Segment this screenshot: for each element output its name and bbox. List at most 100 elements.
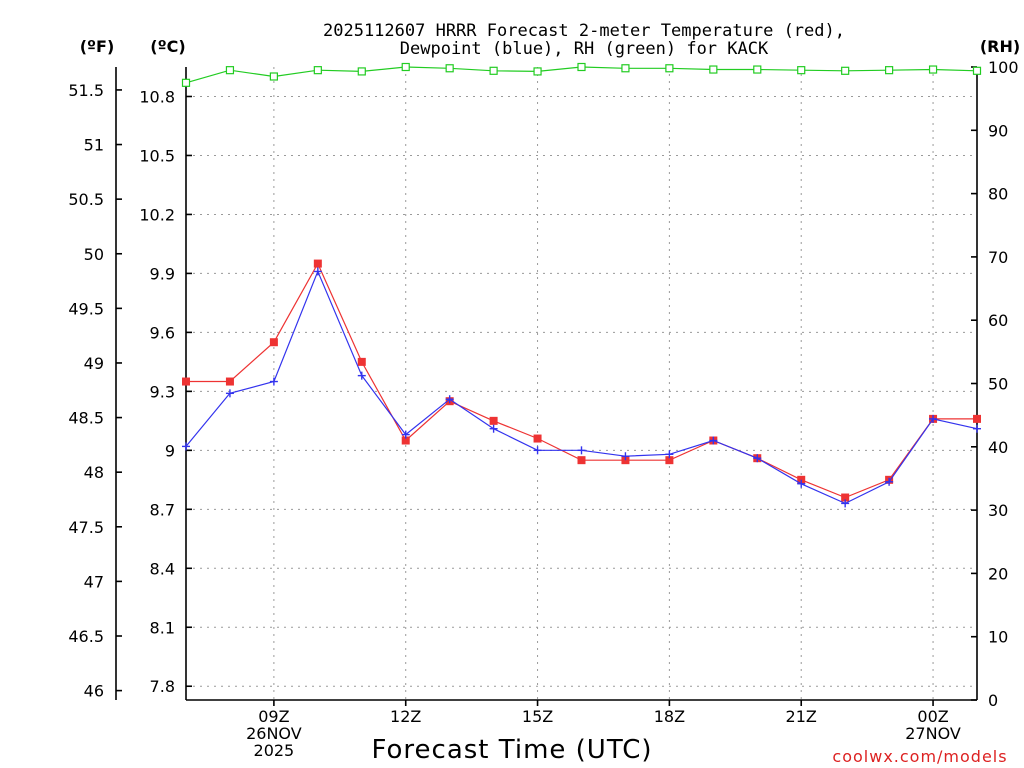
rh-point bbox=[665, 64, 674, 73]
fahrenheit-tick-label: 50.5 bbox=[68, 190, 104, 209]
fahrenheit-tick-label: 48.5 bbox=[68, 409, 104, 428]
rh-point bbox=[621, 64, 630, 73]
rh-point bbox=[797, 66, 806, 75]
rh-point bbox=[885, 66, 894, 75]
dewpoint-point bbox=[401, 430, 410, 439]
dewpoint-point bbox=[665, 450, 674, 459]
chart-title-line2: Dewpoint (blue), RH (green) for KACK bbox=[400, 39, 769, 59]
rh-tick-label: 30 bbox=[988, 501, 1008, 520]
rh-tick-label: 80 bbox=[988, 185, 1008, 204]
rh-point bbox=[972, 66, 982, 75]
fahrenheit-tick-label: 51.5 bbox=[68, 81, 104, 100]
celsius-tick-label: 10.8 bbox=[139, 87, 175, 106]
credit-link[interactable]: coolwx.com/models bbox=[832, 747, 1007, 766]
rh-point bbox=[841, 66, 850, 75]
temperature-point bbox=[489, 416, 498, 425]
grid bbox=[186, 67, 977, 700]
series bbox=[181, 62, 982, 508]
temperature-point bbox=[225, 377, 234, 386]
rh-point bbox=[181, 78, 191, 87]
rh-unit-label: (RH) bbox=[980, 37, 1020, 56]
fahrenheit-tick-label: 47.5 bbox=[68, 518, 104, 537]
dewpoint-point bbox=[621, 452, 630, 461]
rh-tick-label: 90 bbox=[988, 121, 1008, 140]
fahrenheit-tick-label: 46.5 bbox=[68, 627, 104, 646]
x-tick-label: 00Z bbox=[917, 707, 948, 726]
dewpoint-point bbox=[313, 267, 322, 276]
fahrenheit-tick-label: 46 bbox=[84, 682, 104, 701]
celsius-tick-label: 7.8 bbox=[150, 677, 175, 696]
dewpoint-point bbox=[753, 454, 762, 463]
fahrenheit-unit-label: (ºF) bbox=[80, 37, 115, 56]
dewpoint-point bbox=[225, 389, 234, 398]
temperature-point bbox=[533, 434, 542, 443]
rh-tick-label: 60 bbox=[988, 311, 1008, 330]
rh-point bbox=[445, 64, 454, 73]
temperature-point bbox=[269, 338, 278, 347]
fahrenheit-tick-label: 49 bbox=[84, 354, 104, 373]
temperature-point bbox=[313, 259, 322, 268]
rh-point bbox=[489, 66, 498, 75]
temperature-point bbox=[577, 456, 586, 465]
temperature-point bbox=[357, 357, 366, 366]
x-tick-label: 27NOV bbox=[905, 724, 961, 743]
temperature-point bbox=[665, 456, 674, 465]
rh-point bbox=[753, 65, 762, 74]
fahrenheit-tick-label: 49.5 bbox=[68, 299, 104, 318]
rh-point bbox=[709, 65, 718, 74]
rh-point bbox=[401, 62, 410, 72]
dewpoint-point bbox=[885, 477, 894, 486]
celsius-tick-label: 9 bbox=[165, 441, 175, 460]
celsius-tick-label: 8.1 bbox=[150, 618, 175, 637]
dewpoint-point bbox=[182, 442, 190, 451]
celsius-tick-label: 9.9 bbox=[150, 264, 175, 283]
temperature-point bbox=[401, 436, 410, 445]
x-tick-label: 2025 bbox=[254, 741, 295, 760]
dewpoint-point bbox=[841, 499, 850, 508]
dewpoint-line bbox=[185, 269, 978, 505]
celsius-unit-label: (ºC) bbox=[150, 37, 185, 56]
chart-title-line1: 2025112607 HRRR Forecast 2-meter Tempera… bbox=[323, 21, 845, 41]
x-tick-label: 26NOV bbox=[246, 724, 302, 743]
dewpoint-point bbox=[797, 479, 806, 488]
dewpoint-point bbox=[973, 424, 981, 433]
dewpoint-point bbox=[577, 446, 586, 455]
temperature-point bbox=[973, 414, 981, 423]
celsius-tick-label: 8.4 bbox=[150, 559, 175, 578]
dewpoint-point bbox=[445, 395, 454, 404]
rh-point bbox=[269, 72, 278, 81]
fahrenheit-tick-label: 50 bbox=[84, 245, 104, 264]
x-tick-label: 09Z bbox=[258, 707, 289, 726]
rh-point bbox=[577, 62, 586, 72]
fahrenheit-tick-label: 51 bbox=[84, 136, 104, 155]
celsius-tick-label: 9.6 bbox=[150, 323, 175, 342]
dewpoint-point bbox=[489, 424, 498, 433]
x-tick-label: 21Z bbox=[786, 707, 817, 726]
rh-tick-label: 20 bbox=[988, 564, 1008, 583]
rh-point bbox=[357, 67, 366, 76]
rh-tick-label: 50 bbox=[988, 375, 1008, 394]
dewpoint-point bbox=[357, 371, 366, 380]
axes bbox=[115, 66, 978, 706]
x-axis-label: Forecast Time (UTC) bbox=[371, 735, 652, 765]
rh-tick-label: 0 bbox=[988, 691, 998, 710]
celsius-tick-label: 9.3 bbox=[150, 382, 175, 401]
fahrenheit-tick-label: 48 bbox=[84, 463, 104, 482]
celsius-tick-label: 8.7 bbox=[150, 500, 175, 519]
dewpoint-point bbox=[533, 446, 542, 455]
dewpoint-point bbox=[269, 377, 278, 386]
celsius-tick-label: 10.5 bbox=[139, 146, 175, 165]
rh-point bbox=[313, 66, 322, 75]
rh-tick-label: 70 bbox=[988, 248, 1008, 267]
rh-tick-label: 10 bbox=[988, 628, 1008, 647]
rh-tick-label: 40 bbox=[988, 438, 1008, 457]
x-tick-label: 18Z bbox=[654, 707, 685, 726]
rh-point bbox=[928, 65, 938, 74]
temperature-point bbox=[841, 493, 850, 502]
temperature-point bbox=[182, 377, 190, 386]
celsius-tick-label: 10.2 bbox=[139, 205, 175, 224]
fahrenheit-tick-label: 47 bbox=[84, 572, 104, 591]
dewpoint-point bbox=[709, 436, 718, 445]
x-tick-label: 15Z bbox=[522, 707, 553, 726]
